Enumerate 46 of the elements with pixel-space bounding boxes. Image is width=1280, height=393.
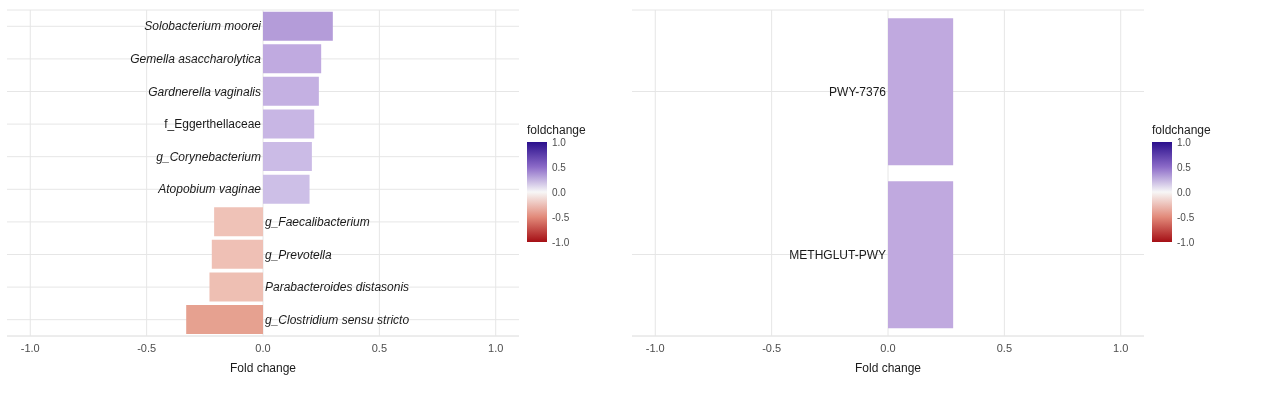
color-bar-label: 0.0 — [552, 187, 567, 198]
x-tick-label: 0.0 — [255, 341, 271, 354]
y-tick-label: PWY-7376 — [829, 84, 887, 99]
x-tick-label: 1.0 — [488, 341, 504, 354]
x-axis-title: Fold change — [854, 361, 922, 375]
color-bar-title: foldchange — [527, 123, 587, 137]
bar — [263, 109, 315, 139]
y-tick-label: Solobacterium moorei — [144, 19, 262, 34]
y-tick-label: Atopobium vaginae — [157, 182, 262, 197]
color-bar-label: 0.5 — [552, 162, 567, 173]
bar — [263, 142, 312, 172]
y-tick-label: Parabacteroides distasonis — [265, 280, 410, 295]
bar — [209, 272, 263, 302]
y-tick-label: Gemella asaccharolytica — [130, 51, 262, 66]
color-bar-label: 1.0 — [552, 137, 567, 148]
color-bar-label: -1.0 — [1177, 237, 1195, 248]
color-bar-label: 0.0 — [1177, 187, 1192, 198]
x-tick-label: -1.0 — [645, 341, 665, 354]
y-tick-label: METHGLUT-PWY — [789, 247, 886, 262]
x-tick-label: -0.5 — [762, 341, 782, 354]
color-bar-title: foldchange — [1152, 123, 1212, 137]
y-tick-label: g_Faecalibacterium — [265, 214, 370, 229]
x-tick-label: 0.5 — [371, 341, 388, 354]
bar — [211, 239, 263, 269]
x-tick-label: -0.5 — [137, 341, 157, 354]
color-bar-label: -0.5 — [552, 212, 570, 223]
bar — [186, 305, 263, 335]
bar — [214, 207, 263, 237]
x-axis-title: Fold change — [229, 361, 297, 375]
y-tick-label: f_Eggerthellaceae — [164, 117, 262, 132]
bar — [263, 76, 319, 106]
color-bar-label: 1.0 — [1177, 137, 1192, 148]
bar — [263, 174, 310, 204]
color-bar-label: -0.5 — [1177, 212, 1195, 223]
bar — [263, 44, 322, 74]
color-bar-label: -1.0 — [552, 237, 570, 248]
y-tick-label: g_Prevotella — [265, 247, 333, 262]
x-tick-label: -1.0 — [20, 341, 40, 354]
x-tick-label: 0.5 — [996, 341, 1013, 354]
x-tick-label: 1.0 — [1113, 341, 1129, 354]
y-tick-label: g_Corynebacterium — [156, 149, 261, 164]
x-tick-label: 0.0 — [880, 341, 896, 354]
y-tick-label: Gardnerella vaginalis — [148, 84, 261, 99]
color-bar-label: 0.5 — [1177, 162, 1192, 173]
y-tick-label: g_Clostridium sensu stricto — [265, 312, 410, 327]
bar — [263, 11, 333, 41]
